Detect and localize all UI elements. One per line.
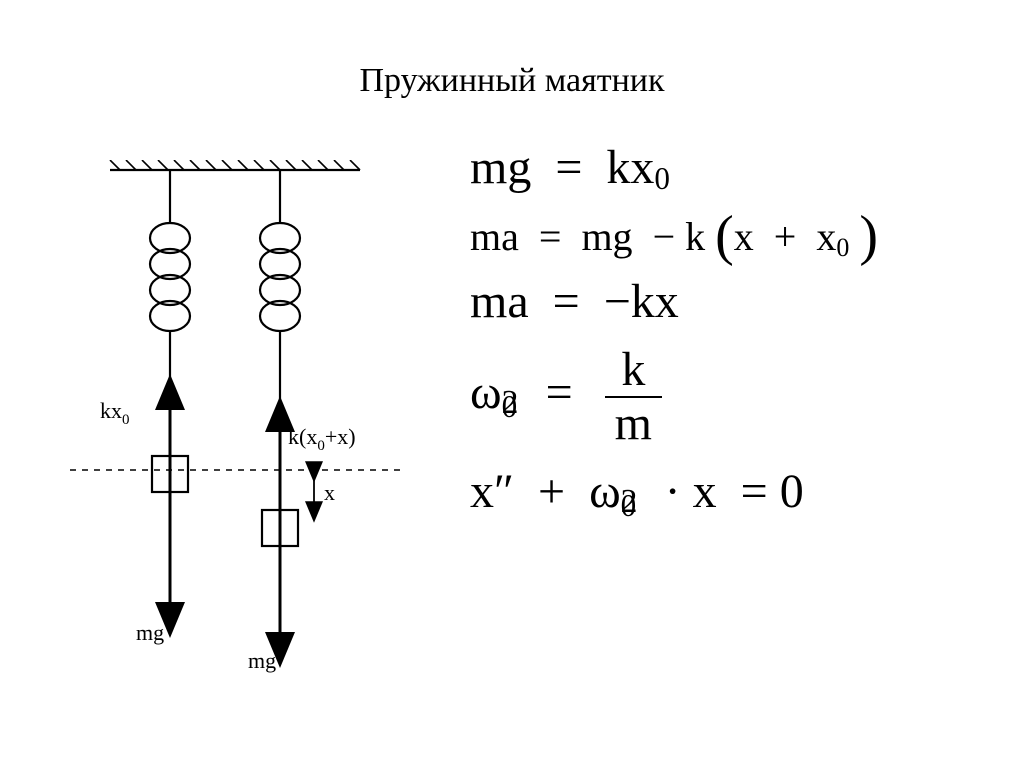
- eq5-zero: 0: [780, 465, 804, 518]
- eq5-eq: =: [741, 465, 768, 518]
- eq2-x0: x: [816, 214, 836, 259]
- eq2-mg: mg: [581, 214, 632, 259]
- eq4-sub: 0: [502, 391, 518, 422]
- eq5-omega: ω: [589, 465, 621, 518]
- eq2-minus-k: − k: [653, 214, 706, 259]
- eq4-eq: =: [546, 366, 573, 419]
- spring-2: [260, 170, 314, 650]
- eq-2: ma = mg − k (x + x0 ): [470, 208, 878, 264]
- label-x: x: [324, 480, 335, 505]
- eq2-x: x: [734, 214, 754, 259]
- eq1-lhs: mg: [470, 141, 531, 194]
- label-mg-1: mg: [136, 620, 164, 645]
- eq1-rhs-sub: 0: [654, 161, 670, 196]
- page-title: Пружинный маятник: [0, 62, 1024, 100]
- eq4-omega: ω: [470, 366, 502, 419]
- label-mg-2: mg: [248, 648, 276, 673]
- eq5-sub: 0: [621, 490, 637, 521]
- eq2-lparen: (: [715, 205, 734, 267]
- eq3-lhs: ma: [470, 275, 529, 328]
- eq-4: ω 2 0 = k m: [470, 346, 878, 448]
- eq5-x: x: [470, 465, 494, 518]
- label-kx0: kx0: [100, 398, 130, 428]
- equations-block: mg = kx0 ma = mg − k (x + x0 ) ma = −kx …: [470, 130, 878, 530]
- eq2-lhs: ma: [470, 214, 519, 259]
- eq2-rparen: ): [859, 205, 878, 267]
- eq4-num: k: [605, 346, 662, 398]
- eq2-x0-sub: 0: [836, 233, 849, 262]
- eq1-rhs: kx: [606, 141, 654, 194]
- eq4-frac: k m: [605, 346, 662, 448]
- eq-1: mg = kx0: [470, 144, 878, 194]
- eq-3: ma = −kx: [470, 278, 878, 326]
- spring-1: [150, 170, 190, 620]
- eq5-x2: x: [693, 465, 717, 518]
- ceiling-hatch: [110, 160, 360, 170]
- label-kx0x: k(x0+x): [288, 424, 356, 454]
- eq5-plus: +: [538, 465, 565, 518]
- eq3-rhs: −kx: [604, 275, 679, 328]
- spring-pendulum-diagram: kx0 mg k(x0+x) x mg: [70, 160, 430, 700]
- eq5-primes: ″: [494, 465, 514, 518]
- eq5-dot: ·: [665, 465, 681, 518]
- eq4-den: m: [605, 398, 662, 448]
- eq2-plus: +: [774, 214, 797, 259]
- eq-5: x″ + ω 2 0 · x = 0: [470, 468, 878, 516]
